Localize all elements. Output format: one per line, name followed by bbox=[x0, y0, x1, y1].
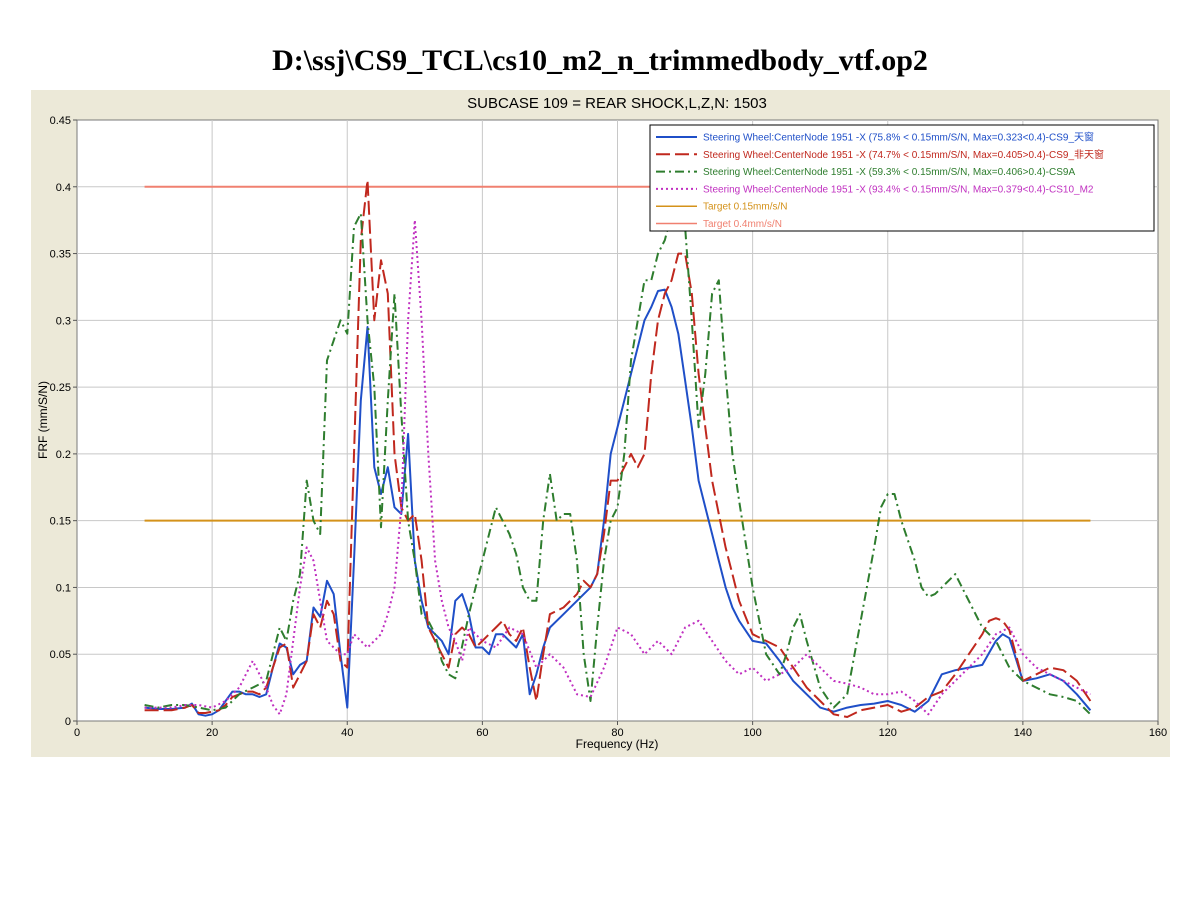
y-tick-label: 0.25 bbox=[50, 382, 71, 394]
series-layer bbox=[144, 179, 1092, 718]
y-tick-label: 0.4 bbox=[56, 182, 71, 194]
y-tick-label: 0.1 bbox=[56, 582, 71, 594]
x-tick-label: 20 bbox=[206, 727, 218, 739]
page-title: D:\ssj\CS9_TCL\cs10_m2_n_trimmedbody_vtf… bbox=[272, 44, 928, 77]
legend-label: Steering Wheel:CenterNode 1951 -X (59.3%… bbox=[703, 167, 1075, 178]
y-tick-label: 0 bbox=[65, 716, 71, 728]
x-tick-label: 160 bbox=[1149, 727, 1167, 739]
axes: 0 20 40 60 80 100 120 140 160 0 0.05 0.1 0.15 0.2 0.25… bbox=[50, 115, 1168, 739]
x-tick-label: 0 bbox=[74, 727, 80, 739]
x-tick-label: 120 bbox=[879, 727, 897, 739]
y-tick-label: 0.3 bbox=[56, 315, 71, 327]
legend-label: Target 0.4mm/s/N bbox=[703, 219, 782, 230]
legend-label: Steering Wheel:CenterNode 1951 -X (75.8%… bbox=[703, 131, 1094, 144]
legend-box bbox=[649, 124, 1155, 232]
x-tick-label: 100 bbox=[743, 727, 761, 739]
y-tick-label: 0.05 bbox=[50, 649, 71, 661]
legend-label: Steering Wheel:CenterNode 1951 -X (74.7%… bbox=[703, 148, 1104, 161]
legend: Steering Wheel:CenterNode 1951 -X (75.8%… bbox=[649, 124, 1155, 232]
legend-label: Target 0.15mm/s/N bbox=[703, 202, 787, 213]
series-line-2 bbox=[144, 179, 1092, 718]
legend-label: Steering Wheel:CenterNode 1951 -X (93.4%… bbox=[703, 184, 1094, 195]
y-tick-label: 0.45 bbox=[50, 115, 71, 127]
x-tick-label: 140 bbox=[1014, 727, 1032, 739]
x-tick-label: 80 bbox=[611, 727, 623, 739]
x-axis-label: Frequency (Hz) bbox=[576, 737, 659, 751]
y-tick-label: 0.2 bbox=[56, 449, 71, 461]
y-axis-label: FRF (mm/S/N) bbox=[36, 381, 50, 459]
x-tick-label: 40 bbox=[341, 727, 353, 739]
y-tick-label: 0.15 bbox=[50, 516, 71, 528]
plot-panel: SUBCASE 109 = REAR SHOCK,L,Z,N: 1503 0 20… bbox=[31, 90, 1170, 757]
x-tick-label: 60 bbox=[476, 727, 488, 739]
chart-title: SUBCASE 109 = REAR SHOCK,L,Z,N: 1503 bbox=[467, 95, 767, 112]
chart-canvas: SUBCASE 109 = REAR SHOCK,L,Z,N: 1503 0 20… bbox=[36, 95, 1168, 751]
y-tick-label: 0.35 bbox=[50, 249, 71, 261]
